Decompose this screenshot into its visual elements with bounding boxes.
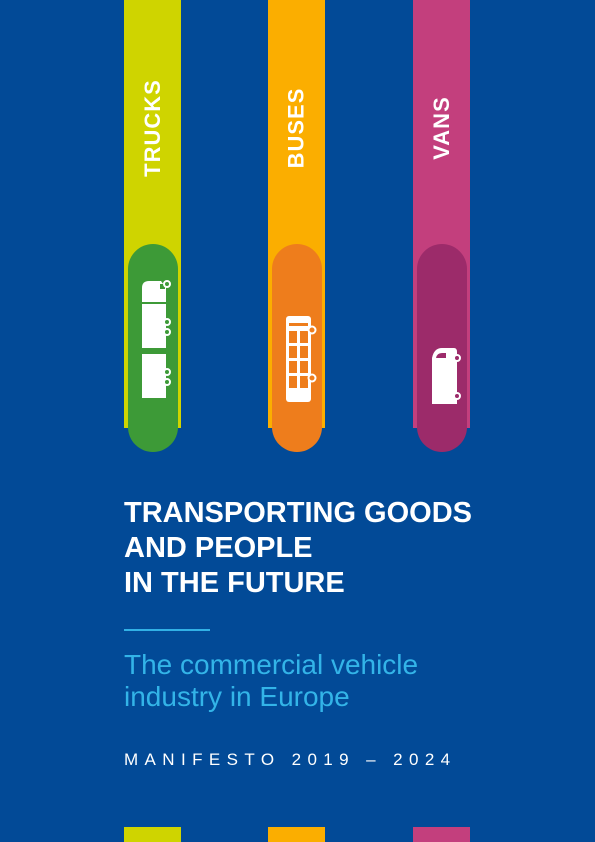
stripe-bottom-trucks	[124, 827, 181, 842]
pill-vans	[417, 244, 467, 452]
manifesto-label: MANIFESTO 2019 – 2024	[124, 750, 457, 769]
pill-buses	[272, 244, 322, 452]
bus-icon	[286, 316, 317, 402]
stripe-bottom-vans	[413, 827, 470, 842]
truck-icon	[142, 280, 171, 398]
title-line: AND PEOPLE	[124, 532, 313, 564]
stripe-label-vans: VANS	[428, 96, 454, 160]
stripe-bottom-buses	[268, 827, 325, 842]
page-title: TRANSPORTING GOODS AND PEOPLE IN THE FUT…	[124, 496, 564, 601]
title-line: IN THE FUTURE	[124, 567, 345, 599]
subtitle: The commercial vehicle industry in Europ…	[124, 649, 564, 713]
subtitle-line: industry in Europe	[124, 681, 350, 712]
pill-trucks	[128, 244, 178, 452]
subtitle-line: The commercial vehicle	[124, 649, 419, 680]
stripe-label-buses: BUSES	[283, 87, 309, 169]
title-line: TRANSPORTING GOODS	[124, 497, 473, 529]
van-icon	[432, 348, 461, 404]
stripe-label-trucks: TRUCKS	[139, 79, 165, 177]
divider	[124, 629, 210, 631]
